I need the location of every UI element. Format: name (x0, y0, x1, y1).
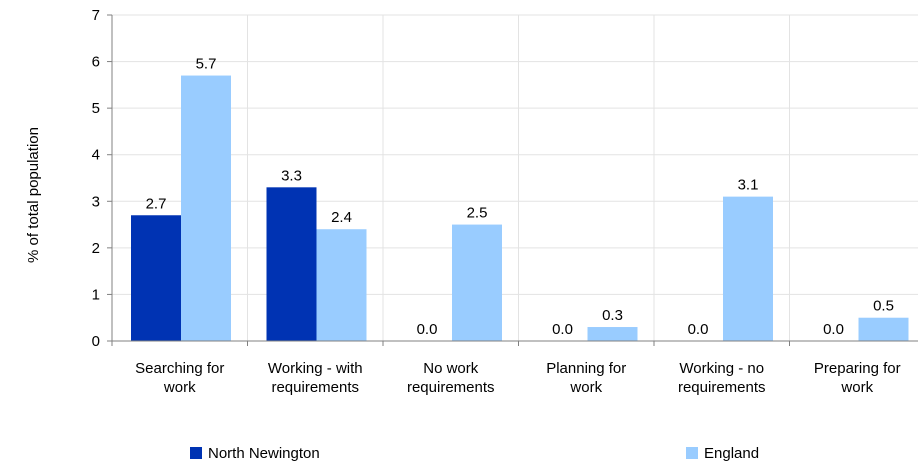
x-tick-label-line: No work (423, 360, 479, 377)
x-tick-label: No work requirements (407, 360, 495, 396)
legend: North Newington England (190, 445, 759, 462)
data-label: 2.4 (331, 209, 352, 226)
x-tick-label-line: work (163, 379, 196, 396)
legend-swatch (190, 447, 202, 459)
bar (587, 327, 638, 341)
x-tick-label-line: Preparing for (814, 360, 901, 377)
y-tick-label: 2 (92, 240, 100, 257)
data-label: 5.7 (196, 56, 217, 73)
bar (858, 317, 909, 341)
data-labels: 2.7 3.3 0.0 0.0 0.0 0.0 5.7 2.4 2.5 0.3 3.1 0.5 (146, 56, 894, 338)
data-label: 2.7 (146, 195, 167, 212)
x-tick-label-line: Working - with (268, 360, 363, 377)
data-label: 0.3 (602, 307, 623, 324)
legend-label: North Newington (208, 445, 320, 462)
x-tick-label: Working - with requirements (268, 360, 363, 396)
legend-item: North Newington (190, 445, 320, 462)
bar (131, 215, 181, 341)
data-label: 0.5 (873, 298, 894, 315)
bar (266, 187, 317, 341)
data-label: 2.5 (467, 205, 488, 222)
bar (181, 75, 231, 342)
bar (452, 224, 502, 341)
legend-item: England (686, 445, 759, 462)
x-tick-label: Preparing for work (814, 360, 901, 396)
legend-swatch (686, 447, 698, 459)
y-tick-label: 3 (92, 193, 100, 210)
bar (723, 196, 773, 341)
x-tick-labels: Searching for work Working - with requireme… (135, 360, 900, 396)
bar (316, 229, 367, 341)
y-tick-label: 7 (92, 7, 100, 24)
gridlines (112, 14, 918, 341)
data-label: 0.0 (417, 321, 438, 338)
x-tick-label-line: work (569, 379, 602, 396)
x-tick-label-line: requirements (271, 379, 359, 396)
x-tick-label-line: Planning for (546, 360, 626, 377)
y-tick-label: 5 (92, 100, 100, 117)
data-label: 0.0 (688, 321, 709, 338)
y-tick-label: 1 (92, 286, 100, 303)
x-tick-label-line: work (840, 379, 873, 396)
x-tick-label: Working - no requirements (678, 360, 766, 396)
bars (131, 75, 909, 342)
x-tick-label-line: Working - no (679, 360, 764, 377)
x-tick-label: Planning for work (546, 360, 626, 396)
data-label: 0.0 (823, 321, 844, 338)
y-axis-label: % of total population (25, 127, 42, 263)
x-tick-label-line: Searching for (135, 360, 224, 377)
y-tick-labels: 0 1 2 3 4 5 6 7 (92, 7, 100, 350)
y-tick-label: 4 (92, 147, 100, 164)
y-tick-label: 6 (92, 54, 100, 71)
legend-label: England (704, 445, 759, 462)
x-tick-label: Searching for work (135, 360, 224, 396)
x-tick-label-line: requirements (407, 379, 495, 396)
data-label: 3.1 (738, 177, 759, 194)
data-label: 3.3 (281, 167, 302, 184)
axes (107, 14, 918, 346)
data-label: 0.0 (552, 321, 573, 338)
x-tick-label-line: requirements (678, 379, 766, 396)
y-tick-label: 0 (92, 333, 100, 350)
